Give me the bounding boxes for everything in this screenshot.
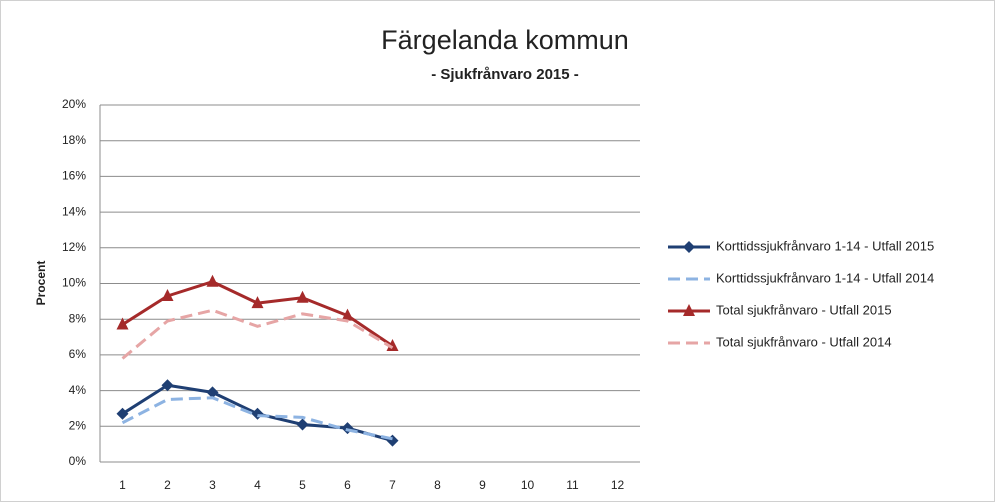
series-line [121,396,393,441]
y-axis-label: Procent [34,261,48,306]
legend-label: Korttidssjukfrånvaro 1-14 - Utfall 2014 [716,270,934,285]
x-tick-label: 4 [254,478,261,492]
legend-marker [683,304,695,316]
point-marker [251,296,264,309]
point-marker [386,338,399,351]
x-tick-label: 11 [566,478,579,492]
y-tick-label: 12% [62,240,86,254]
y-tick-label: 14% [62,204,86,218]
chart-subtitle: - Sjukfrånvaro 2015 - [431,66,579,83]
y-tick-label: 0% [69,454,87,468]
point-marker [296,418,309,431]
point-marker [161,288,174,301]
x-tick-label: 12 [611,478,625,492]
point-marker [116,317,129,330]
series-line [121,308,394,360]
y-tick-label: 8% [69,311,87,325]
x-tick-label: 2 [164,478,171,492]
point-marker [161,379,174,392]
x-tick-label: 3 [209,478,216,492]
x-tick-label: 9 [479,478,486,492]
y-tick-label: 6% [69,347,87,361]
point-marker [116,407,129,420]
y-tick-label: 4% [69,383,87,397]
legend-label: Total sjukfrånvaro - Utfall 2015 [716,302,892,317]
point-marker [206,386,219,399]
legend-label: Total sjukfrånvaro - Utfall 2014 [716,334,892,349]
x-tick-label: 6 [344,478,351,492]
y-tick-label: 16% [62,169,86,183]
point-marker [296,290,309,303]
y-tick-label: 10% [62,276,86,290]
x-tick-label: 10 [521,478,535,492]
point-marker [341,308,354,321]
x-tick-label: 1 [119,478,126,492]
x-tick-label: 5 [299,478,306,492]
chart-title: Färgelanda kommun [381,25,629,55]
y-tick-label: 2% [69,418,87,432]
x-tick-label: 7 [389,478,396,492]
legend-marker [683,241,695,253]
point-marker [206,274,219,287]
y-tick-label: 18% [62,133,86,147]
y-tick-label: 20% [62,97,86,111]
x-tick-label: 8 [434,478,441,492]
legend-label: Korttidssjukfrånvaro 1-14 - Utfall 2015 [716,238,934,253]
